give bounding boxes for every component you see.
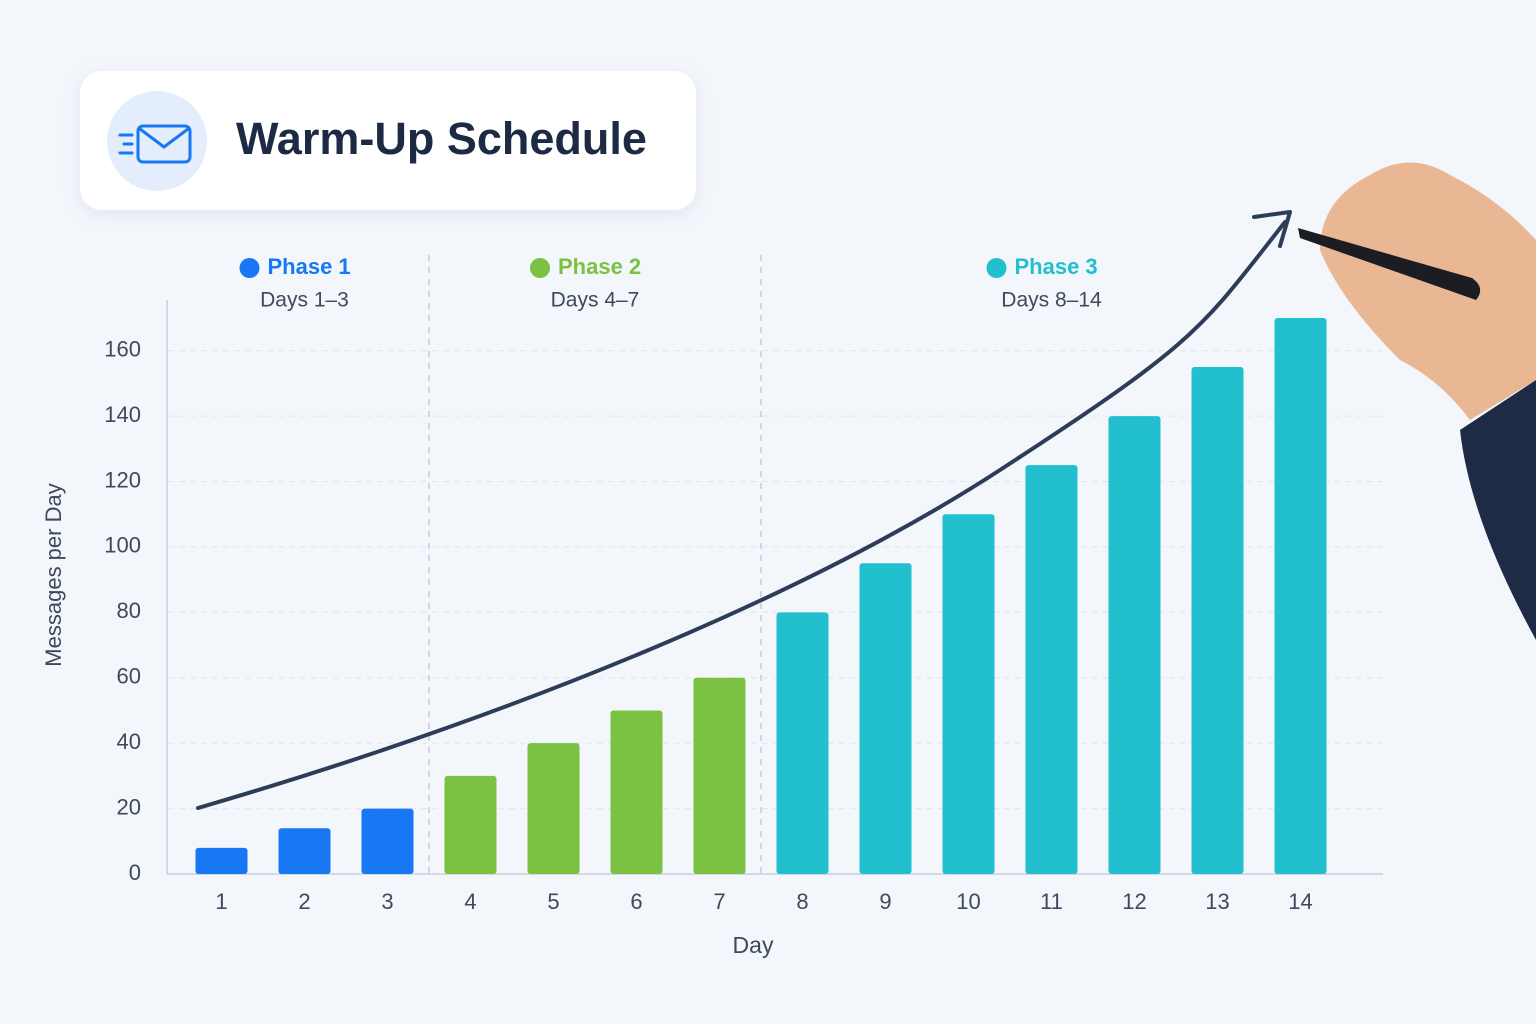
phase-dot bbox=[239, 258, 260, 278]
bar bbox=[1025, 465, 1078, 874]
bar bbox=[1274, 317, 1327, 874]
bar bbox=[776, 612, 829, 874]
bar bbox=[693, 677, 746, 874]
card bbox=[80, 71, 696, 210]
phase-dot bbox=[530, 258, 550, 278]
bar bbox=[278, 828, 331, 874]
x-tick-label: 5 bbox=[547, 889, 559, 914]
mail-icon bbox=[118, 124, 192, 164]
phase-days: Days 1–3 bbox=[260, 289, 349, 312]
arrow-head bbox=[1252, 210, 1292, 248]
phase-header: Phase 3 Days 8–14 bbox=[986, 254, 1102, 312]
x-tick-label: 9 bbox=[879, 889, 891, 914]
bar bbox=[859, 563, 912, 874]
y-tick-label: 80 bbox=[117, 598, 141, 623]
phase-header: Phase 1 Days 1–3 bbox=[239, 254, 351, 312]
x-tick-label: 4 bbox=[464, 889, 476, 914]
bar bbox=[610, 710, 663, 874]
bar bbox=[942, 514, 995, 874]
marker bbox=[1298, 228, 1481, 300]
hand bbox=[1320, 162, 1536, 420]
phase-name: Phase 3 bbox=[1015, 254, 1098, 279]
y-tick-label: 40 bbox=[117, 729, 141, 754]
x-tick-label: 12 bbox=[1122, 889, 1146, 914]
trend-arrow bbox=[196, 210, 1292, 810]
bar bbox=[1108, 416, 1161, 874]
y-tick-label: 0 bbox=[129, 860, 141, 885]
x-tick-label: 14 bbox=[1288, 889, 1312, 914]
phase-days: Days 8–14 bbox=[1001, 289, 1102, 312]
x-tick-label: 13 bbox=[1205, 889, 1229, 914]
bar bbox=[527, 743, 580, 874]
y-tick-label: 20 bbox=[117, 794, 141, 819]
phase-header: Phase 2 Days 4–7 bbox=[530, 254, 641, 312]
phase-days: Days 4–7 bbox=[551, 289, 640, 312]
y-tick-label: 120 bbox=[104, 467, 141, 492]
y-tick-label: 60 bbox=[117, 664, 141, 689]
x-tick-label: 2 bbox=[298, 889, 310, 914]
x-axis-label: Day bbox=[733, 932, 774, 958]
x-tick-label: 8 bbox=[796, 889, 808, 914]
bar bbox=[361, 808, 414, 874]
x-tick-label: 3 bbox=[381, 889, 393, 914]
x-tick-label: 1 bbox=[215, 889, 227, 914]
y-tick-label: 160 bbox=[104, 336, 141, 361]
y-tick-label: 100 bbox=[104, 533, 141, 558]
x-tick-label: 6 bbox=[630, 889, 642, 914]
trend-curve bbox=[196, 220, 1287, 810]
y-axis-label: Messages per Day bbox=[41, 483, 66, 666]
chart-title: Warm-Up Schedule bbox=[236, 113, 647, 164]
x-tick-label: 11 bbox=[1040, 889, 1063, 914]
bar bbox=[444, 775, 497, 874]
hand-with-marker bbox=[1298, 162, 1536, 640]
phase-name: Phase 1 bbox=[268, 254, 351, 279]
y-tick-label: 140 bbox=[104, 402, 141, 427]
bar bbox=[1191, 367, 1244, 874]
sleeve bbox=[1460, 380, 1536, 640]
x-tick-label: 7 bbox=[713, 889, 725, 914]
phase-name: Phase 2 bbox=[558, 254, 641, 279]
bar bbox=[195, 847, 248, 874]
x-tick-label: 10 bbox=[956, 889, 980, 914]
phase-dot bbox=[986, 258, 1007, 278]
title-card: Warm-Up Schedule bbox=[80, 71, 696, 210]
